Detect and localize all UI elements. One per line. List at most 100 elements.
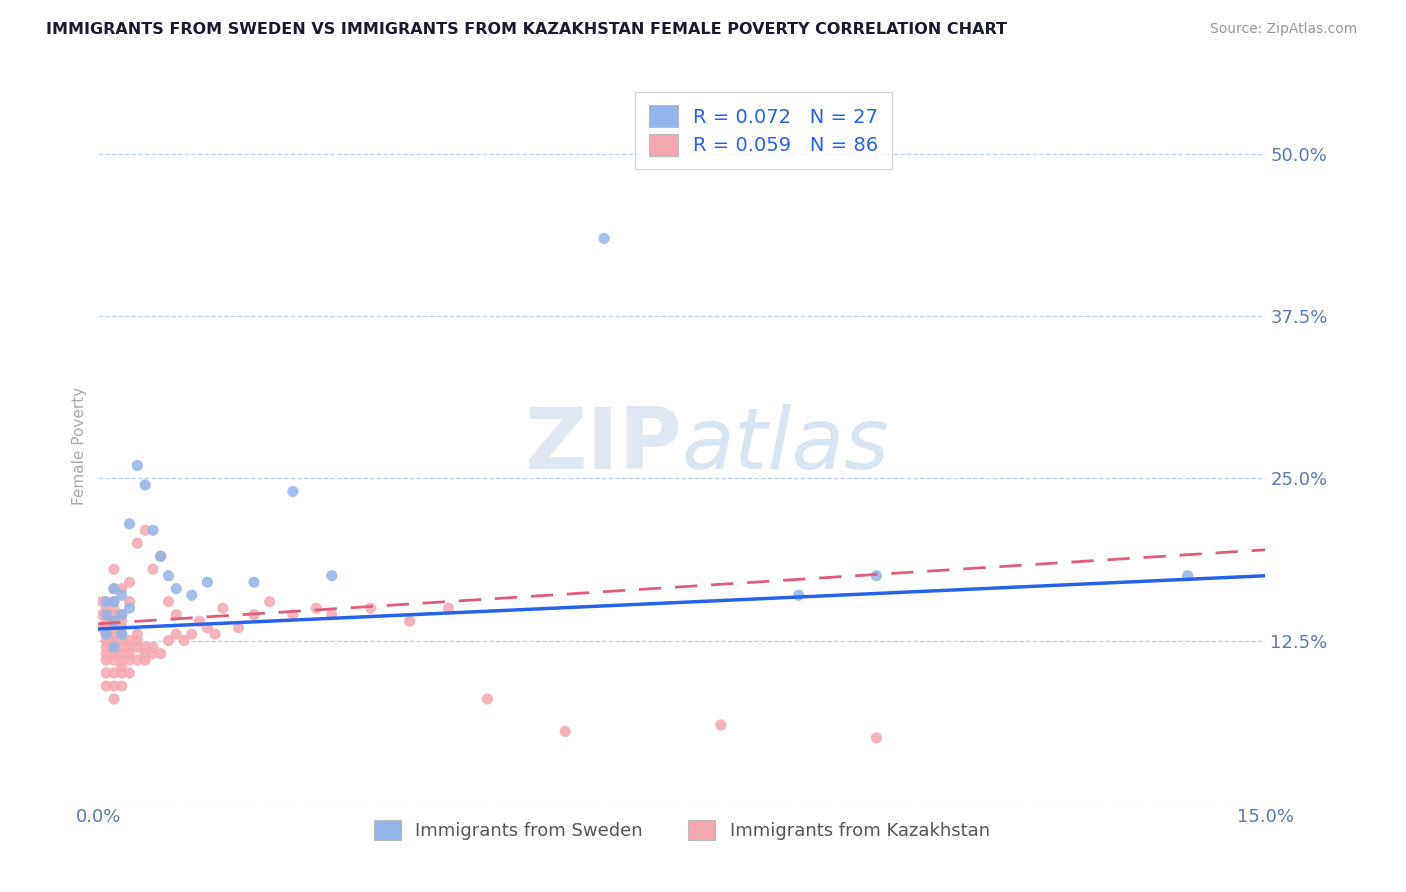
Point: [103, 614, 125, 628]
Point: [321, 568, 343, 582]
Point: [103, 640, 125, 654]
Point: [96, 607, 118, 622]
Point: [111, 659, 134, 673]
Point: [103, 653, 125, 667]
Legend: Immigrants from Sweden, Immigrants from Kazakhstan: Immigrants from Sweden, Immigrants from …: [367, 813, 997, 847]
Point: [103, 582, 125, 596]
Point: [103, 621, 125, 635]
Point: [91, 607, 114, 622]
Point: [103, 582, 125, 596]
Point: [142, 640, 165, 654]
Point: [118, 633, 141, 648]
Point: [127, 653, 149, 667]
Point: [180, 588, 202, 602]
Point: [111, 588, 134, 602]
Point: [593, 231, 616, 245]
Point: [111, 627, 134, 641]
Point: [103, 633, 125, 648]
Point: [142, 562, 165, 576]
Point: [96, 627, 118, 641]
Point: [96, 614, 118, 628]
Point: [103, 595, 125, 609]
Point: [111, 647, 134, 661]
Point: [103, 666, 125, 681]
Point: [142, 647, 165, 661]
Point: [98, 633, 121, 648]
Point: [103, 595, 125, 609]
Point: [96, 653, 118, 667]
Point: [134, 478, 156, 492]
Point: [243, 575, 266, 590]
Point: [710, 718, 733, 732]
Point: [259, 595, 281, 609]
Point: [118, 653, 141, 667]
Text: IMMIGRANTS FROM SWEDEN VS IMMIGRANTS FROM KAZAKHSTAN FEMALE POVERTY CORRELATION : IMMIGRANTS FROM SWEDEN VS IMMIGRANTS FRO…: [46, 22, 1007, 37]
Point: [157, 568, 180, 582]
Point: [865, 731, 887, 745]
Point: [111, 614, 134, 628]
Point: [127, 458, 149, 473]
Point: [134, 647, 156, 661]
Point: [103, 601, 125, 615]
Point: [111, 633, 134, 648]
Point: [103, 562, 125, 576]
Point: [134, 640, 156, 654]
Point: [118, 595, 141, 609]
Point: [118, 647, 141, 661]
Y-axis label: Female Poverty: Female Poverty: [72, 387, 87, 505]
Point: [281, 484, 304, 499]
Point: [96, 666, 118, 681]
Point: [103, 627, 125, 641]
Point: [188, 614, 211, 628]
Point: [149, 549, 172, 564]
Point: [91, 621, 114, 635]
Point: [111, 666, 134, 681]
Point: [127, 633, 149, 648]
Point: [865, 568, 887, 582]
Point: [142, 524, 165, 538]
Point: [118, 601, 141, 615]
Point: [111, 653, 134, 667]
Point: [134, 524, 156, 538]
Point: [173, 633, 195, 648]
Point: [96, 621, 118, 635]
Point: [149, 549, 172, 564]
Point: [118, 640, 141, 654]
Point: [111, 679, 134, 693]
Point: [165, 582, 187, 596]
Point: [96, 679, 118, 693]
Point: [118, 516, 141, 531]
Point: [111, 640, 134, 654]
Point: [281, 607, 304, 622]
Point: [157, 633, 180, 648]
Point: [103, 614, 125, 628]
Point: [118, 575, 141, 590]
Point: [111, 582, 134, 596]
Point: [149, 647, 172, 661]
Point: [96, 640, 118, 654]
Point: [91, 595, 114, 609]
Point: [96, 633, 118, 648]
Point: [165, 607, 187, 622]
Point: [180, 627, 202, 641]
Point: [127, 640, 149, 654]
Point: [305, 601, 328, 615]
Point: [554, 724, 576, 739]
Point: [96, 647, 118, 661]
Point: [437, 601, 460, 615]
Point: [103, 692, 125, 706]
Point: [96, 595, 118, 609]
Point: [1177, 568, 1199, 582]
Point: [111, 621, 134, 635]
Text: Source: ZipAtlas.com: Source: ZipAtlas.com: [1209, 22, 1357, 37]
Point: [103, 679, 125, 693]
Point: [98, 614, 121, 628]
Point: [228, 621, 250, 635]
Point: [477, 692, 499, 706]
Point: [204, 627, 226, 641]
Point: [165, 627, 187, 641]
Point: [360, 601, 382, 615]
Point: [212, 601, 235, 615]
Point: [243, 607, 266, 622]
Point: [96, 601, 118, 615]
